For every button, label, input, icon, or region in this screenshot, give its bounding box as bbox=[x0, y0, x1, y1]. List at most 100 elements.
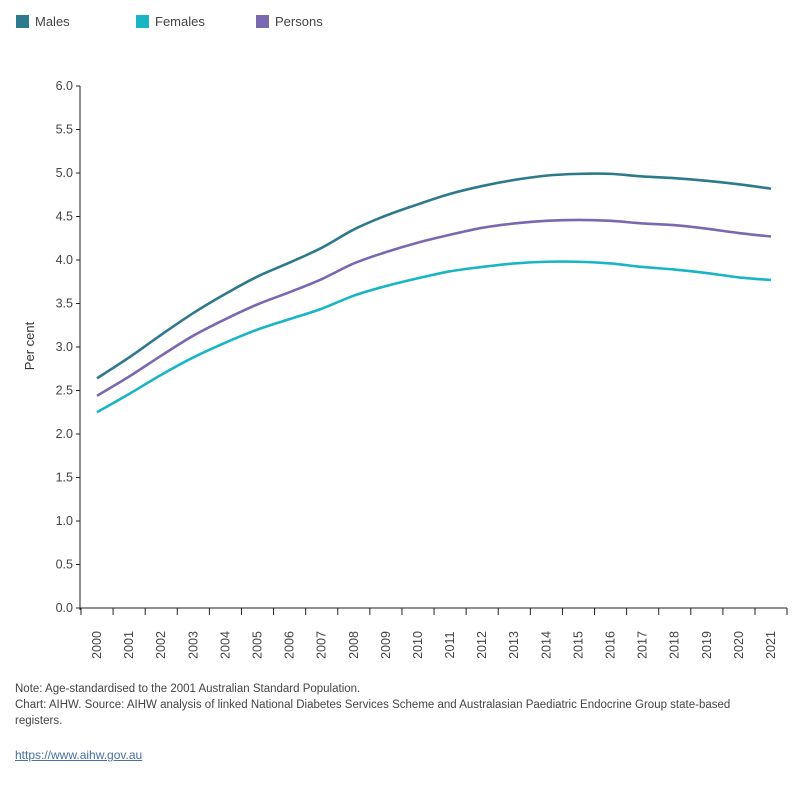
data-point-males[interactable] bbox=[381, 211, 391, 221]
data-point-persons[interactable] bbox=[573, 215, 583, 225]
data-point-females[interactable] bbox=[317, 304, 327, 314]
x-tick-label: 2011 bbox=[443, 632, 457, 659]
data-point-females[interactable] bbox=[477, 262, 487, 272]
data-point-females[interactable] bbox=[349, 291, 359, 301]
data-point-females[interactable] bbox=[188, 352, 198, 362]
data-point-females[interactable] bbox=[509, 258, 519, 268]
data-point-males[interactable] bbox=[766, 184, 776, 194]
data-point-males[interactable] bbox=[317, 243, 327, 253]
series-line-males[interactable] bbox=[96, 172, 772, 380]
data-point-females[interactable] bbox=[156, 370, 166, 380]
aihw-link[interactable]: https://www.aihw.gov.au bbox=[15, 748, 143, 762]
x-tick-label: 2007 bbox=[315, 631, 329, 659]
y-tick-label: 5.0 bbox=[56, 166, 73, 180]
y-tick-label: 4.0 bbox=[56, 253, 73, 267]
data-point-females[interactable] bbox=[670, 265, 680, 275]
y-axis: 0.0 0.5 1.0 1.5 2.0 2.5 3.0 3.5 4.0 4.5 5.0 5.5 6.0 bbox=[56, 79, 81, 615]
data-point-persons[interactable] bbox=[477, 223, 487, 233]
legend-swatch-persons bbox=[256, 15, 269, 28]
data-point-females[interactable] bbox=[541, 257, 551, 267]
data-point-males[interactable] bbox=[638, 171, 648, 181]
y-tick-label: 1.0 bbox=[56, 514, 73, 528]
data-point-males[interactable] bbox=[541, 171, 551, 181]
chart-footer: Note: Age-standardised to the 2001 Austr… bbox=[15, 681, 775, 764]
data-point-persons[interactable] bbox=[766, 232, 776, 242]
x-tick-label: 2004 bbox=[218, 631, 232, 659]
data-point-females[interactable] bbox=[92, 407, 102, 417]
x-tick-label: 2003 bbox=[186, 631, 200, 659]
data-point-females[interactable] bbox=[734, 272, 744, 282]
series-lines bbox=[92, 169, 776, 417]
data-point-females[interactable] bbox=[220, 338, 230, 348]
y-tick-label: 1.5 bbox=[56, 471, 73, 485]
data-point-persons[interactable] bbox=[220, 314, 230, 324]
legend-item-males[interactable]: Males bbox=[16, 14, 136, 29]
data-point-females[interactable] bbox=[445, 266, 455, 276]
data-point-males[interactable] bbox=[445, 189, 455, 199]
data-point-females[interactable] bbox=[638, 262, 648, 272]
data-point-males[interactable] bbox=[670, 173, 680, 183]
y-tick-label: 0.0 bbox=[56, 601, 73, 615]
data-point-females[interactable] bbox=[766, 275, 776, 285]
x-tick-label: 2014 bbox=[539, 631, 553, 659]
data-point-persons[interactable] bbox=[317, 274, 327, 284]
x-tick-label: 2005 bbox=[250, 631, 264, 659]
data-point-males[interactable] bbox=[509, 175, 519, 185]
legend-item-females[interactable]: Females bbox=[136, 14, 256, 29]
data-point-females[interactable] bbox=[381, 281, 391, 291]
series-line-persons[interactable] bbox=[96, 218, 772, 397]
line-chart: 0.00.51.01.52.02.53.03.54.04.55.05.56.0 … bbox=[22, 79, 788, 659]
data-point-persons[interactable] bbox=[156, 351, 166, 361]
data-point-males[interactable] bbox=[413, 199, 423, 209]
legend-label-persons: Persons bbox=[275, 14, 323, 29]
x-tick-label: 2012 bbox=[475, 631, 489, 659]
data-point-persons[interactable] bbox=[124, 372, 134, 382]
data-point-persons[interactable] bbox=[381, 247, 391, 257]
data-point-males[interactable] bbox=[606, 169, 616, 179]
data-point-persons[interactable] bbox=[509, 218, 519, 228]
data-point-males[interactable] bbox=[477, 181, 487, 191]
data-point-females[interactable] bbox=[285, 314, 295, 324]
y-tick-label: 3.5 bbox=[56, 297, 73, 311]
legend-swatch-females bbox=[136, 15, 149, 28]
data-point-females[interactable] bbox=[573, 257, 583, 267]
x-tick-label: 2017 bbox=[636, 631, 650, 659]
x-tick-label: 2016 bbox=[604, 631, 618, 659]
data-point-males[interactable] bbox=[156, 330, 166, 340]
data-point-persons[interactable] bbox=[670, 220, 680, 230]
data-point-females[interactable] bbox=[252, 325, 262, 335]
data-point-persons[interactable] bbox=[702, 224, 712, 234]
data-point-persons[interactable] bbox=[445, 230, 455, 240]
data-point-persons[interactable] bbox=[734, 228, 744, 238]
data-point-females[interactable] bbox=[606, 258, 616, 268]
data-point-persons[interactable] bbox=[285, 287, 295, 297]
legend-label-males: Males bbox=[35, 14, 70, 29]
data-point-females[interactable] bbox=[413, 273, 423, 283]
x-tick-label: 2019 bbox=[700, 631, 714, 659]
data-point-males[interactable] bbox=[220, 289, 230, 299]
data-point-persons[interactable] bbox=[188, 331, 198, 341]
data-point-persons[interactable] bbox=[413, 238, 423, 248]
data-point-females[interactable] bbox=[702, 268, 712, 278]
data-point-males[interactable] bbox=[188, 308, 198, 318]
data-point-persons[interactable] bbox=[638, 218, 648, 228]
data-point-persons[interactable] bbox=[92, 391, 102, 401]
data-point-persons[interactable] bbox=[252, 299, 262, 309]
data-point-persons[interactable] bbox=[606, 216, 616, 226]
data-point-females[interactable] bbox=[124, 389, 134, 399]
data-point-persons[interactable] bbox=[349, 258, 359, 268]
data-point-males[interactable] bbox=[285, 258, 295, 268]
legend-item-persons[interactable]: Persons bbox=[256, 14, 323, 29]
data-point-males[interactable] bbox=[252, 272, 262, 282]
x-tick-label: 2018 bbox=[668, 631, 682, 659]
x-tick-label: 2000 bbox=[90, 631, 104, 659]
data-point-males[interactable] bbox=[734, 179, 744, 189]
data-point-males[interactable] bbox=[124, 352, 134, 362]
series-line-females[interactable] bbox=[96, 260, 772, 414]
legend: Males Females Persons bbox=[16, 14, 323, 29]
data-point-males[interactable] bbox=[92, 373, 102, 383]
data-point-males[interactable] bbox=[573, 169, 583, 179]
data-point-males[interactable] bbox=[702, 176, 712, 186]
data-point-males[interactable] bbox=[349, 225, 359, 235]
data-point-persons[interactable] bbox=[541, 216, 551, 226]
